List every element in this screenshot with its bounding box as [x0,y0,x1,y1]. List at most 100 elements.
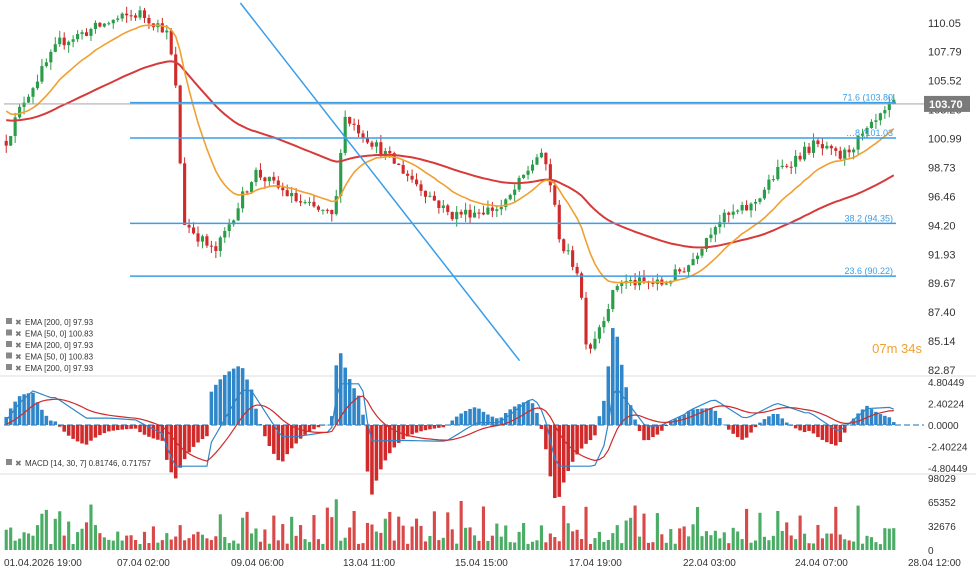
candle[interactable] [142,10,147,18]
candle[interactable] [530,164,535,171]
candle[interactable] [276,180,280,188]
candle[interactable] [602,321,606,328]
candle[interactable] [865,128,869,134]
candle[interactable] [89,28,93,36]
candle[interactable] [365,137,370,143]
candle[interactable] [615,286,619,291]
candle[interactable] [504,199,508,207]
candle[interactable] [834,148,838,151]
candle[interactable] [120,13,124,19]
candle[interactable] [392,153,396,164]
candle[interactable] [776,167,780,180]
candle[interactable] [838,150,842,159]
candle[interactable] [93,22,97,29]
candle[interactable] [562,239,566,252]
candle[interactable] [214,246,218,251]
candle[interactable] [593,338,597,349]
candle[interactable] [682,271,686,273]
candle[interactable] [825,145,829,149]
candle[interactable] [571,250,575,267]
candle[interactable] [236,208,240,221]
candle[interactable] [254,169,258,183]
candle[interactable] [258,169,263,178]
candle[interactable] [856,135,860,150]
legend-close-icon[interactable]: ✖ [15,330,22,339]
candle[interactable] [419,184,423,191]
candle[interactable] [736,210,740,212]
candle[interactable] [820,144,824,149]
ema-50-line[interactable] [5,24,895,284]
candle[interactable] [299,201,303,203]
candle[interactable] [780,165,784,168]
candle[interactable] [798,155,802,160]
candle[interactable] [423,190,428,197]
candle[interactable] [548,164,552,186]
candle[interactable] [134,15,138,18]
candle[interactable] [205,236,209,246]
candle[interactable] [499,206,503,210]
candle[interactable] [191,227,196,234]
candle[interactable] [852,149,856,153]
candle[interactable] [183,163,187,225]
candle[interactable] [290,192,294,197]
legend-close-icon[interactable]: ✖ [15,459,22,468]
candle[interactable] [508,194,512,200]
ema-200-line[interactable] [6,60,895,249]
candle[interactable] [740,204,744,211]
candle[interactable] [687,265,691,272]
candle[interactable] [704,238,709,249]
candle[interactable] [294,192,298,202]
candle[interactable] [147,17,151,24]
candle[interactable] [4,140,8,146]
macd-signal-line[interactable] [5,395,894,462]
candle[interactable] [9,136,13,146]
candle[interactable] [223,230,227,238]
candle[interactable] [481,212,486,215]
candle[interactable] [334,196,338,215]
candle[interactable] [62,37,66,46]
candle[interactable] [410,175,414,180]
candle[interactable] [691,259,695,266]
candle[interactable] [718,222,722,228]
candle[interactable] [71,39,75,42]
legend-close-icon[interactable]: ✖ [15,353,22,362]
candle[interactable] [370,142,374,147]
candle[interactable] [227,224,231,231]
candle[interactable] [76,34,80,40]
candle[interactable] [330,209,334,215]
candle[interactable] [477,212,481,214]
candle[interactable] [794,155,798,167]
candle[interactable] [695,255,700,260]
candle[interactable] [651,282,655,284]
candle[interactable] [606,309,610,322]
candle[interactable] [53,44,57,52]
candle[interactable] [539,152,543,158]
candle[interactable] [316,206,320,210]
candle[interactable] [312,201,316,207]
candle[interactable] [767,179,771,190]
candle[interactable] [218,237,222,251]
candle[interactable] [272,176,276,181]
candle[interactable] [361,133,365,138]
candle[interactable] [321,209,325,211]
candle[interactable] [758,198,762,202]
candle[interactable] [887,103,891,111]
candle[interactable] [232,220,236,225]
candle[interactable] [575,266,579,274]
candle[interactable] [428,195,432,197]
candle[interactable] [174,54,178,86]
candle[interactable] [138,10,142,18]
candle[interactable] [673,269,677,281]
candle[interactable] [307,201,312,203]
candle[interactable] [40,66,44,82]
candle[interactable] [785,165,789,167]
candle[interactable] [807,146,811,153]
candle[interactable] [107,23,111,25]
candle[interactable] [455,211,459,220]
candle[interactable] [860,133,865,136]
candle[interactable] [102,23,106,27]
candle[interactable] [209,245,213,247]
candle[interactable] [325,209,329,211]
candle[interactable] [553,185,557,205]
candle[interactable] [343,116,347,153]
